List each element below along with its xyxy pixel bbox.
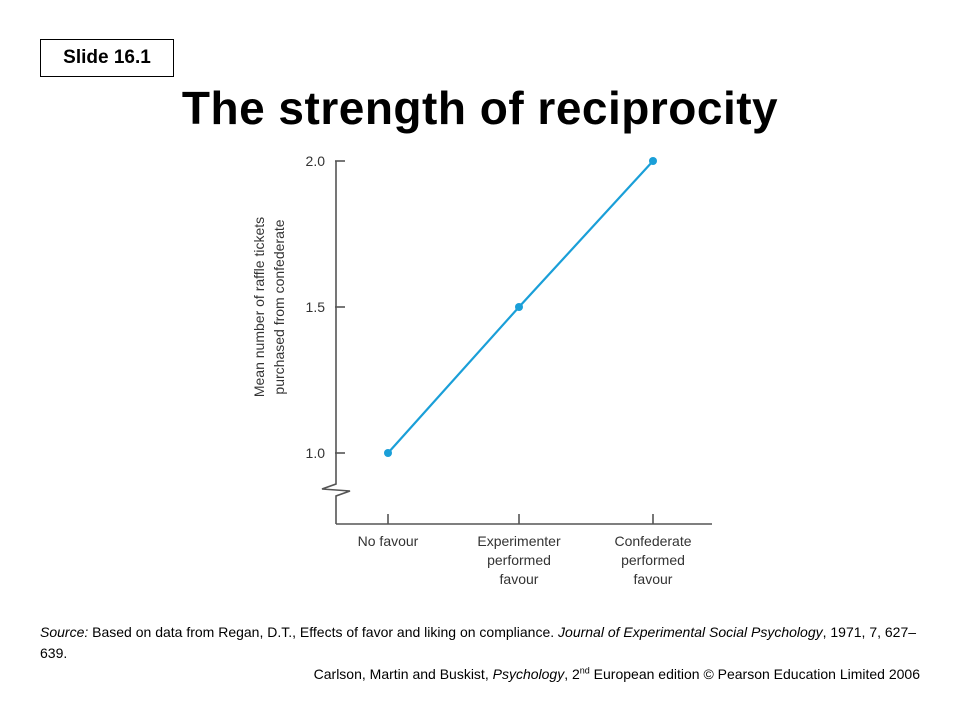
- y-axis: [321, 161, 351, 524]
- line-chart: 1.0 1.5 2.0 No favour Experimenter performed f…: [251, 153, 712, 587]
- source-journal: Journal of Experimental Social Psycholog…: [558, 624, 823, 640]
- x-tick-label: Experimenter: [477, 533, 561, 549]
- x-tick-label: No favour: [358, 533, 419, 549]
- footer-edition-pre: , 2: [564, 666, 580, 682]
- x-tick-label: Confederate: [614, 533, 691, 549]
- source-citation: , 1971, 7, 627–639.: [40, 624, 917, 661]
- copyright-footer: Carlson, Martin and Buskist, Psychology,…: [314, 664, 920, 685]
- slide-number-badge: Slide 16.1: [40, 39, 174, 77]
- x-tick-label: performed: [487, 552, 551, 568]
- footer-book: Psychology: [492, 666, 565, 682]
- y-tick-label: 2.0: [306, 153, 326, 169]
- y-tick-label: 1.0: [306, 445, 326, 461]
- footer-authors: Carlson, Martin and Buskist,: [313, 666, 493, 682]
- source-text: Based on data from Regan, D.T., Effects …: [88, 624, 559, 640]
- y-tick-label: 1.5: [306, 299, 326, 315]
- y-axis-label: purchased from confederate: [271, 219, 287, 394]
- source-label: Source:: [40, 624, 89, 640]
- source-caption: Source: Based on data from Regan, D.T., …: [40, 622, 930, 664]
- data-point: [384, 449, 392, 457]
- x-tick-label: favour: [500, 571, 539, 587]
- footer-edition-sup: nd: [579, 665, 590, 676]
- x-tick-label: performed: [621, 552, 685, 568]
- slide-title: The strength of reciprocity: [181, 82, 779, 134]
- footer-edition-post: European edition © Pearson Education Lim…: [589, 666, 920, 682]
- y-axis-label: Mean number of raffle tickets: [251, 217, 267, 397]
- data-point: [515, 303, 523, 311]
- x-tick-label: favour: [634, 571, 673, 587]
- data-point: [649, 157, 657, 165]
